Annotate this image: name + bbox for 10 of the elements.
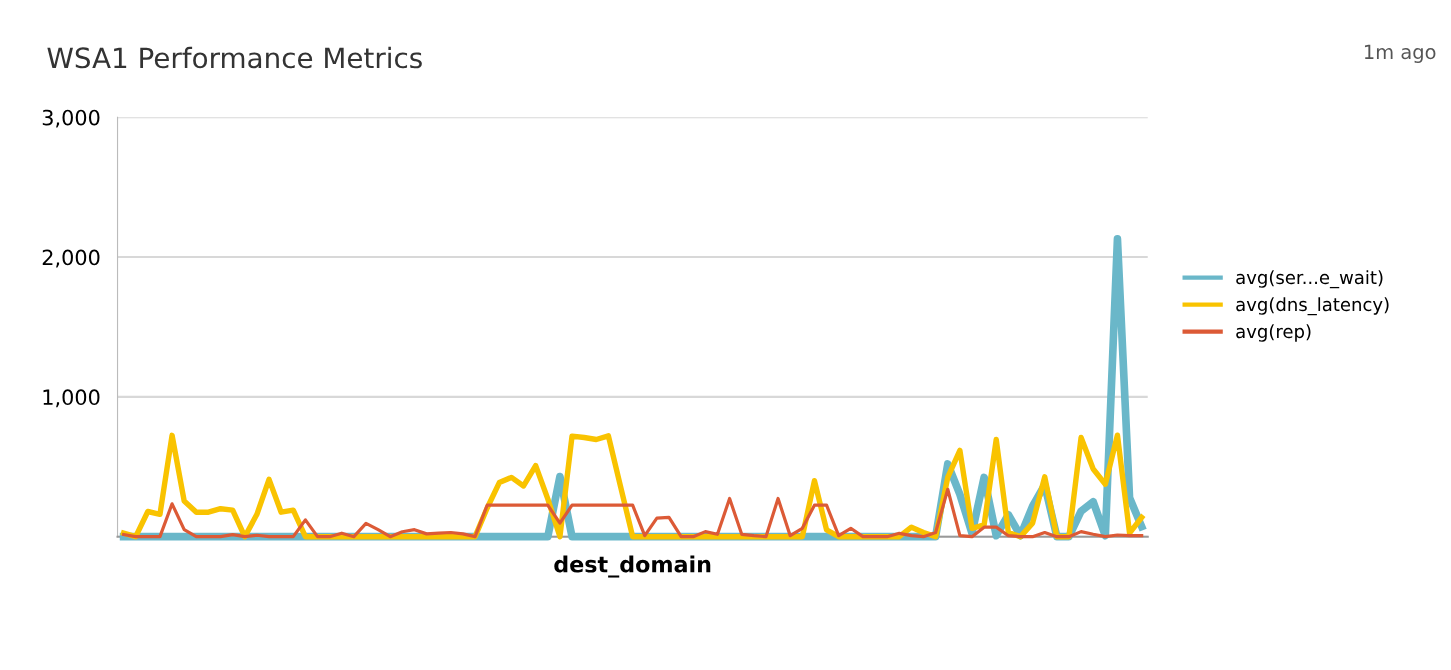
legend-label: avg(ser...e_wait)	[1236, 270, 1383, 289]
text: 1m ago	[1364, 44, 1436, 64]
line-series	[121, 487, 1144, 539]
x-axis-title: dest_domain	[554, 555, 711, 578]
legend-label: avg(rep)	[1236, 324, 1311, 342]
legend-label: avg(dns_latency)	[1236, 297, 1389, 316]
y-tick-label: 2,000	[42, 249, 100, 268]
y-tick-label: 1,000	[43, 389, 100, 408]
y-tick-label: 3,000	[42, 109, 100, 128]
chart-title: WSA1 Performance Metrics	[47, 46, 422, 69]
